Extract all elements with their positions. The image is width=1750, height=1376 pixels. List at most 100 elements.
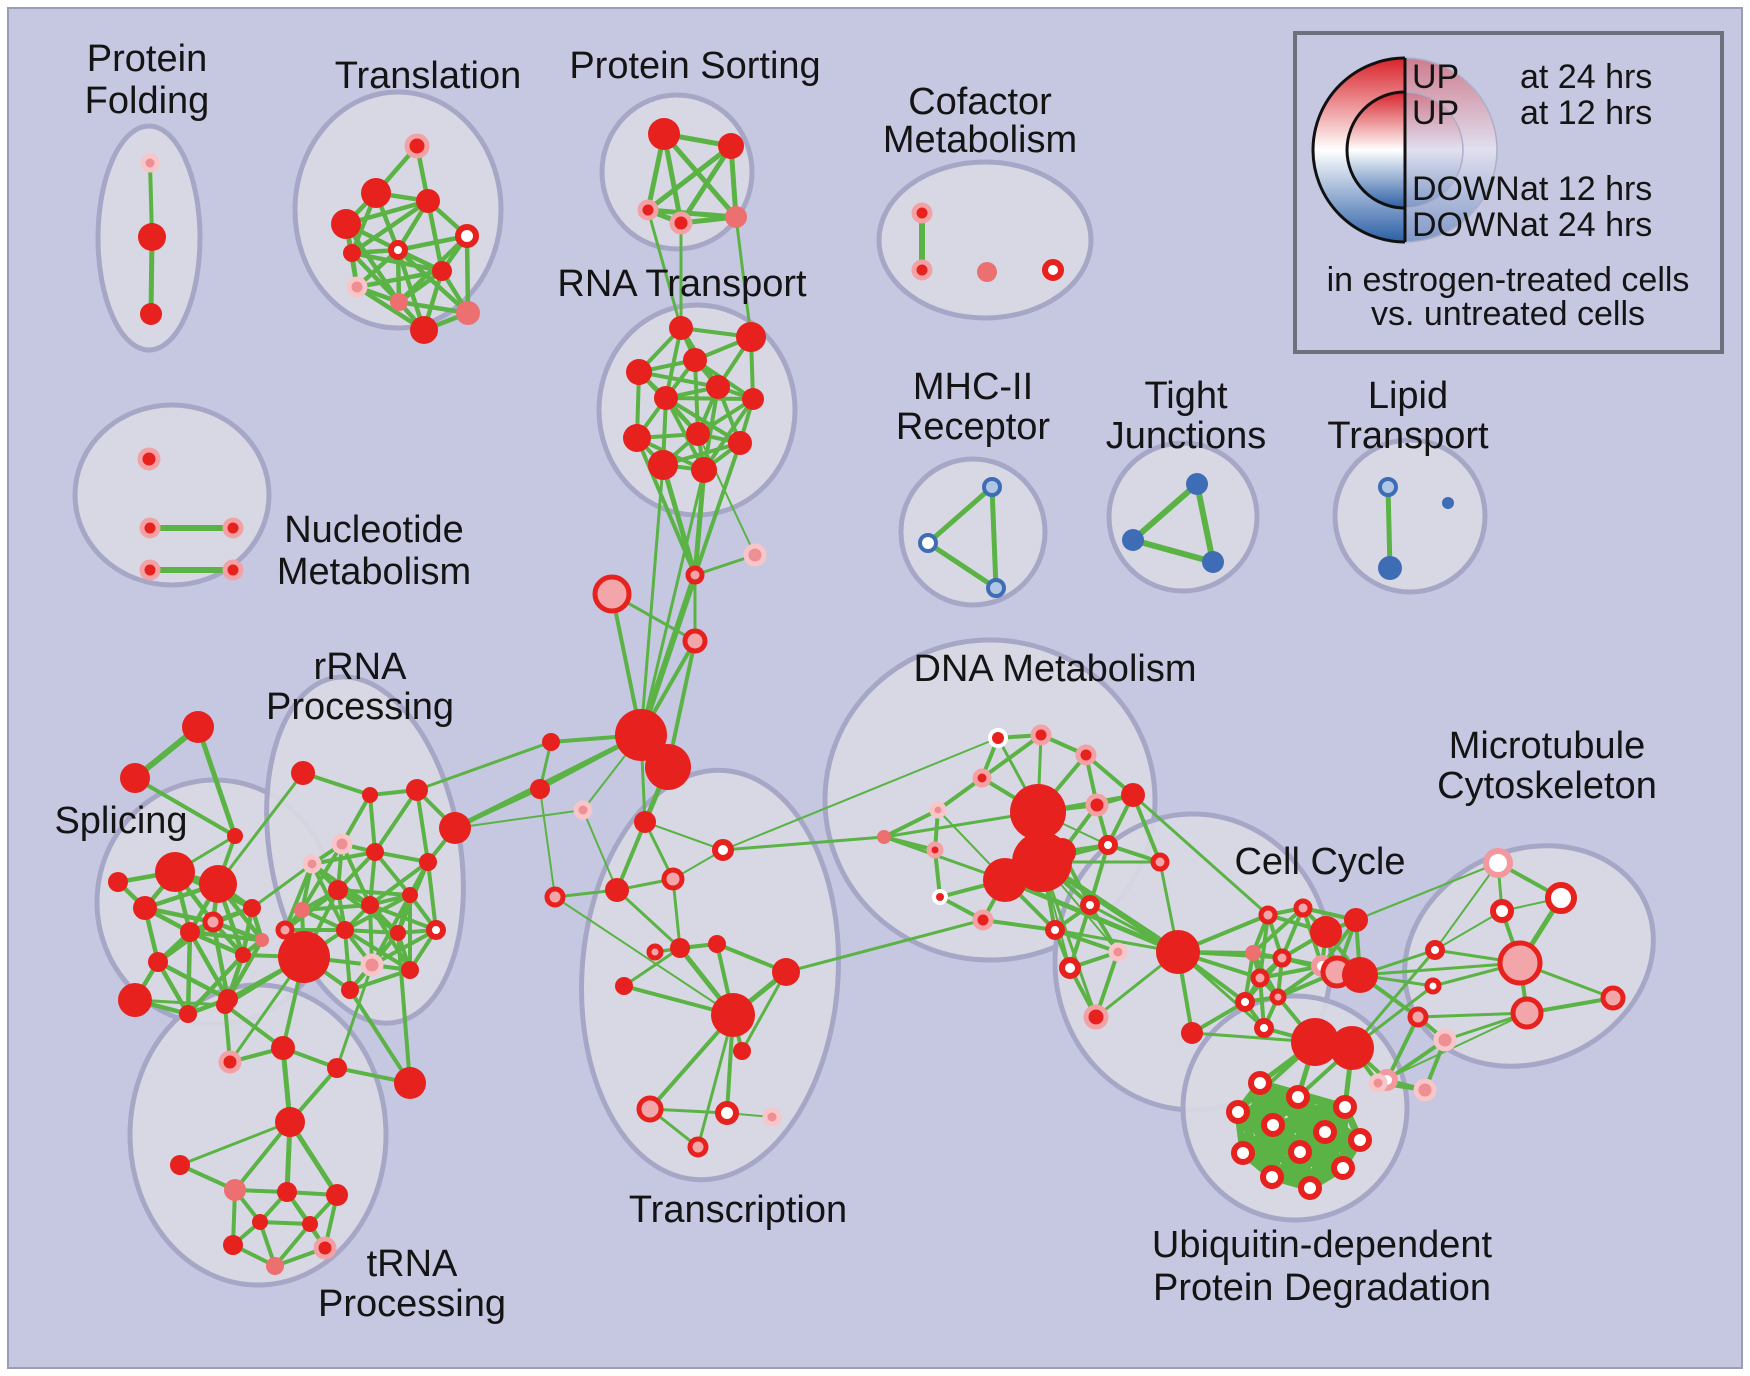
node-dna-metabolism [1030, 724, 1052, 746]
node-cofactor-metabolism [1042, 259, 1064, 281]
edge [1130, 537, 1216, 565]
edge [415, 740, 553, 792]
cluster-ubiquitin-degradation-label: Ubiquitin-dependent [1152, 1224, 1493, 1266]
edge [678, 143, 734, 226]
edge [539, 788, 556, 898]
node-cell-cycle [1310, 916, 1342, 948]
node-cell-cycle [1254, 1018, 1274, 1038]
node-trna-processing [170, 1155, 190, 1175]
node-transcription [715, 1101, 739, 1125]
node-rrna-processing [439, 812, 471, 844]
node-cell-cycle [1413, 1078, 1437, 1102]
node-connector-hub [685, 565, 705, 585]
edge [283, 862, 314, 932]
edge [638, 572, 698, 738]
node-tight-junctions [1202, 551, 1224, 573]
edge [1130, 481, 1200, 543]
node-ubiquitin-degradation [1313, 1120, 1337, 1144]
node-rrna-processing [294, 902, 310, 918]
legend-row-direction: UP [1412, 58, 1459, 96]
node-splicing [148, 952, 168, 972]
node-rrna-processing [390, 925, 406, 941]
edge [155, 919, 216, 965]
node-cofactor-metabolism [911, 202, 933, 224]
edge [639, 463, 665, 737]
edge [395, 247, 471, 316]
edge [273, 1222, 312, 1268]
node-trna-processing [224, 1179, 246, 1201]
cluster-trna-processing-label: tRNA [367, 1243, 458, 1285]
node-ubiquitin-degradation [1288, 1140, 1312, 1164]
edge [660, 462, 698, 578]
cluster-translation-label: Translation [335, 55, 522, 97]
cluster-splicing-label: Splicing [54, 800, 187, 842]
node-dna-metabolism [1010, 784, 1066, 840]
node-trna-processing [275, 1107, 305, 1137]
node-transcription [636, 1095, 664, 1123]
cluster-dna-metabolism-label: DNA Metabolism [914, 648, 1197, 690]
node-dna-metabolism [1108, 942, 1128, 962]
node-trna-processing [218, 1050, 242, 1074]
node-cell-cycle [1250, 968, 1270, 988]
edge [1416, 1011, 1529, 1019]
node-trna-processing [277, 1182, 297, 1202]
node-transcription [661, 867, 685, 891]
node-trna-processing [313, 1236, 337, 1260]
node-ubiquitin-degradation [1261, 1113, 1285, 1137]
edge [373, 788, 419, 854]
node-dna-metabolism [1045, 920, 1065, 940]
node-trna-processing [223, 1235, 243, 1255]
edge [696, 1013, 735, 1149]
node-transcription [762, 1107, 782, 1127]
node-transcription [646, 943, 664, 961]
node-transcription [544, 886, 566, 908]
edge [981, 918, 1057, 932]
edge [310, 850, 377, 866]
node-dna-metabolism [1048, 838, 1076, 866]
node-connector-hub [682, 628, 708, 654]
node-splicing [179, 1005, 197, 1023]
legend-row-time: at 24 hrs [1520, 206, 1652, 244]
edge [721, 835, 886, 852]
node-transcription [733, 1042, 751, 1060]
edge [671, 877, 682, 950]
edge [1234, 1103, 1349, 1116]
node-ubiquitin-degradation [1231, 1141, 1255, 1165]
node-trna-processing [394, 1067, 426, 1099]
node-translation [361, 178, 391, 208]
node-trna-processing [327, 1058, 347, 1078]
node-cell-cycle [1433, 1028, 1457, 1052]
edge [697, 433, 756, 556]
node-microtubule-cytoskeleton [1497, 940, 1543, 986]
node-splicing [108, 872, 128, 892]
node-dna-metabolism [988, 728, 1008, 748]
node-dna-metabolism [1059, 957, 1081, 979]
cluster-rna-transport-label: RNA Transport [557, 263, 807, 305]
edge [693, 441, 742, 577]
node-microtubule-cytoskeleton [1424, 977, 1442, 995]
edge [300, 842, 344, 912]
node-dna-metabolism [972, 768, 992, 788]
cluster-tight-junctions-label: Junctions [1106, 415, 1267, 457]
edge [702, 397, 755, 472]
node-dna-metabolism [1085, 793, 1109, 817]
edge [349, 198, 431, 256]
edge [639, 468, 706, 737]
edge [349, 250, 402, 305]
edge [1385, 1015, 1420, 1082]
node-protein-sorting [637, 199, 659, 221]
node-nucleotide-metabolism [139, 517, 161, 539]
node-dna-metabolism [1150, 852, 1170, 872]
node-mhc-ii-receptor [918, 533, 938, 553]
node-rrna-processing [291, 761, 315, 785]
edge [702, 385, 720, 472]
node-microtubule-cytoskeleton [1510, 996, 1544, 1030]
node-trna-processing [252, 1214, 268, 1230]
cluster-rrna-processing-label: Processing [266, 686, 454, 728]
node-splicing [243, 899, 261, 917]
node-nucleotide-metabolism [222, 559, 244, 581]
node-rrna-processing [275, 920, 295, 940]
edge [582, 809, 618, 891]
